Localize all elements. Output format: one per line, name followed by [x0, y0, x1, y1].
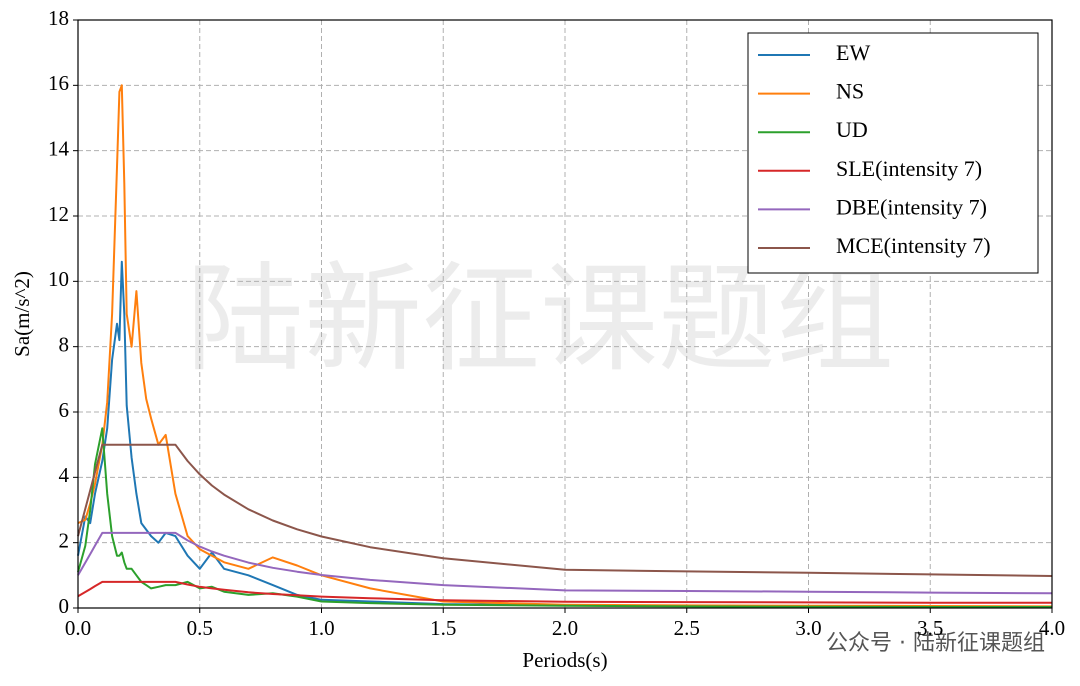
legend-box — [747, 32, 1039, 274]
y-tick-label: 16 — [48, 71, 69, 95]
x-tick-label: 2.5 — [674, 616, 700, 640]
legend-label: UD — [836, 117, 868, 142]
plot-frame — [77, 19, 1053, 609]
credit: 公众号 · 陆新征课题组 — [826, 631, 1045, 656]
legend-label: EW — [836, 40, 870, 65]
y-tick-label: 0 — [59, 594, 70, 618]
x-tick-label: 0.5 — [187, 616, 213, 640]
x-tick-label: 3.0 — [795, 616, 821, 640]
x-tick-label: 1.0 — [308, 616, 334, 640]
series-line — [77, 427, 1052, 608]
series-line — [77, 260, 1053, 608]
y-tick-label: 2 — [59, 528, 70, 552]
y-tick-label: 10 — [48, 267, 69, 291]
legend-label: DBE(intensity 7) — [836, 194, 987, 219]
series-line — [77, 580, 1052, 604]
y-tick-label: 18 — [48, 6, 69, 30]
x-tick-label: 0.0 — [65, 616, 91, 640]
series-line — [77, 531, 1053, 595]
y-tick-label: 6 — [59, 398, 70, 422]
legend-label: NS — [836, 79, 864, 104]
legend-label: SLE(intensity 7) — [836, 156, 982, 181]
y-tick-label: 12 — [48, 202, 69, 226]
series-line — [77, 443, 1053, 577]
x-tick-label: 2.0 — [552, 616, 578, 640]
legend-label: MCE(intensity 7) — [836, 233, 991, 258]
x-tick-label: 3.5 — [917, 616, 943, 640]
y-axis-label: Sa(m/s^2) — [10, 271, 34, 357]
y-tick-label: 14 — [48, 136, 70, 160]
x-tick-label: 4.0 — [1039, 616, 1065, 640]
y-tick-label: 4 — [59, 463, 70, 487]
x-axis-label: Periods(s) — [522, 648, 607, 672]
y-tick-label: 8 — [59, 332, 70, 356]
x-tick-label: 1.5 — [430, 616, 456, 640]
